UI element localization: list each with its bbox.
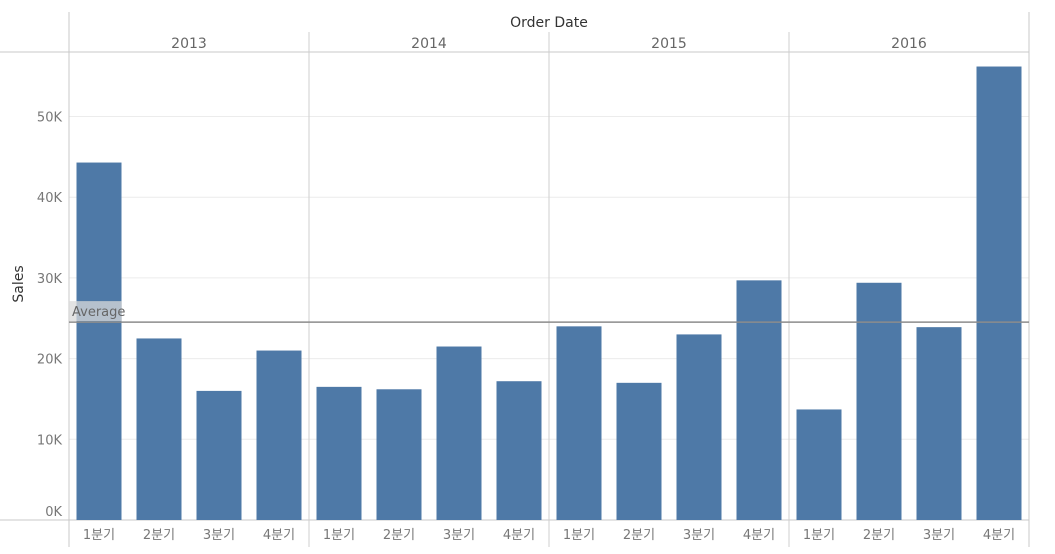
quarter-tick-label: 1분기 xyxy=(803,528,835,543)
quarter-tick-label: 4분기 xyxy=(983,528,1015,543)
year-label: 2013 xyxy=(171,36,207,52)
bar xyxy=(736,280,782,520)
year-label: 2016 xyxy=(891,36,927,52)
quarter-tick-label: 1분기 xyxy=(323,528,355,543)
quarter-tick-label: 4분기 xyxy=(503,528,535,543)
y-tick-label: 20K xyxy=(37,353,63,368)
bar xyxy=(556,326,602,520)
bar xyxy=(796,409,842,520)
quarter-tick-label: 1분기 xyxy=(83,528,115,543)
quarter-tick-label: 1분기 xyxy=(563,528,595,543)
y-tick-label: 10K xyxy=(37,433,63,448)
year-label: 2014 xyxy=(411,36,447,52)
label-layer: Order Date Sales 0K 10K 20K 30K 40K 50K 2013 1분… xyxy=(11,15,1015,543)
year-label: 2015 xyxy=(651,36,687,52)
y-tick-label: 40K xyxy=(37,191,63,206)
bar xyxy=(76,162,122,520)
quarter-tick-label: 4분기 xyxy=(743,528,775,543)
average-label-bg xyxy=(69,301,122,322)
bar xyxy=(976,66,1022,520)
quarter-tick-label: 2분기 xyxy=(623,528,655,543)
quarter-tick-label: 3분기 xyxy=(683,528,715,543)
quarter-tick-label: 2분기 xyxy=(143,528,175,543)
reference-line-layer: Average xyxy=(69,301,1029,323)
bar xyxy=(136,338,182,520)
bar xyxy=(676,334,722,520)
quarter-tick-label: 3분기 xyxy=(923,528,955,543)
bar xyxy=(616,382,662,520)
quarter-tick-label: 2분기 xyxy=(863,528,895,543)
bar xyxy=(376,389,422,520)
y-axis-label: Sales xyxy=(11,265,27,302)
bar xyxy=(316,386,362,520)
y-tick-label: 50K xyxy=(37,111,63,126)
bar xyxy=(256,350,302,520)
bar xyxy=(496,381,542,520)
bar xyxy=(856,282,902,520)
quarter-tick-label: 3분기 xyxy=(443,528,475,543)
y-tick-label: 0K xyxy=(45,505,62,520)
bar xyxy=(916,327,962,520)
average-label: Average xyxy=(72,305,125,320)
chart-title: Order Date xyxy=(510,15,588,31)
bar xyxy=(196,390,242,520)
quarter-tick-label: 4분기 xyxy=(263,528,295,543)
quarter-tick-label: 3분기 xyxy=(203,528,235,543)
quarter-tick-label: 2분기 xyxy=(383,528,415,543)
bar-layer xyxy=(76,66,1022,520)
bar xyxy=(436,346,482,520)
y-tick-label: 30K xyxy=(37,272,63,287)
